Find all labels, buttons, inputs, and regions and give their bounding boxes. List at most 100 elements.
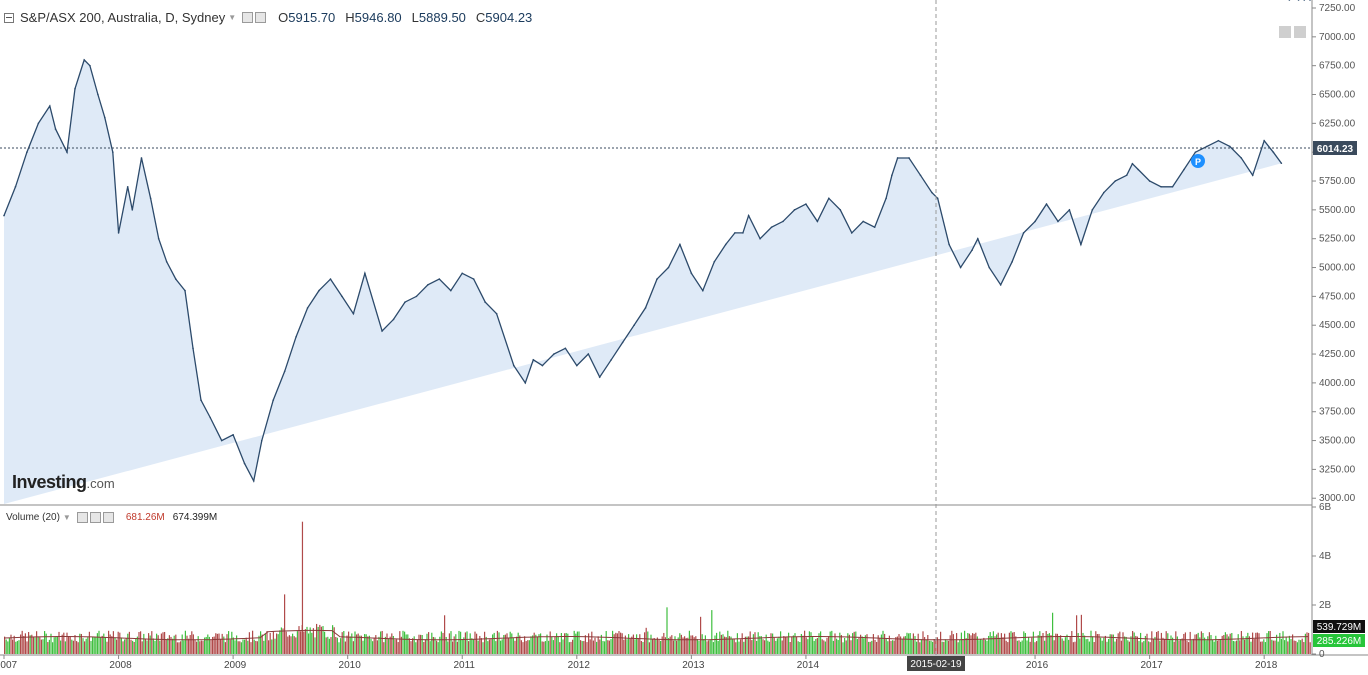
- volume-bar: [871, 640, 873, 654]
- volume-bar: [727, 630, 729, 654]
- volume-bar: [250, 642, 252, 654]
- volume-bar: [452, 641, 454, 654]
- volume-bar: [522, 642, 524, 654]
- volume-bar: [1058, 635, 1060, 654]
- volume-bar: [792, 635, 794, 654]
- volume-bar: [594, 637, 596, 654]
- volume-bar: [682, 637, 684, 654]
- time-tick-label: 2013: [682, 660, 705, 671]
- volume-bar: [695, 636, 697, 654]
- volume-title[interactable]: Volume (20): [6, 512, 60, 523]
- volume-bar: [1181, 638, 1183, 654]
- volume-bar: [1176, 636, 1178, 654]
- price-point: [209, 416, 212, 419]
- volume-bar: [988, 635, 990, 654]
- volume-bar: [375, 635, 377, 654]
- volume-bar: [1053, 640, 1055, 654]
- pane-move-up-icon[interactable]: [1279, 26, 1291, 38]
- volume-bar: [1306, 632, 1308, 654]
- chevron-down-icon[interactable]: ▼: [228, 13, 237, 22]
- eye-icon[interactable]: [76, 512, 88, 523]
- symbol-title[interactable]: S&P/ASX 200, Australia, D, Sydney: [20, 10, 226, 25]
- volume-bar: [256, 641, 258, 654]
- volume-bar: [436, 640, 438, 654]
- volume-bar: [850, 640, 852, 654]
- volume-bar: [511, 633, 513, 654]
- volume-bar: [892, 640, 894, 654]
- volume-bar: [64, 641, 66, 654]
- volume-bar: [68, 636, 70, 654]
- volume-bar: [367, 636, 369, 654]
- volume-bar: [832, 640, 834, 654]
- volume-bar: [565, 632, 567, 654]
- volume-bar: [66, 632, 68, 654]
- volume-bar: [960, 632, 962, 654]
- eye-icon[interactable]: [242, 12, 254, 23]
- volume-bar: [834, 633, 836, 654]
- volume-bar: [362, 640, 364, 654]
- volume-bar: [316, 623, 318, 654]
- volume-bar: [55, 637, 57, 654]
- volume-bar: [455, 634, 457, 654]
- settings-icon[interactable]: [89, 512, 101, 523]
- price-tick-label: 5250.00: [1319, 234, 1356, 245]
- volume-bar: [333, 627, 335, 654]
- settings-icon[interactable]: [255, 12, 267, 23]
- volume-bar: [77, 642, 79, 654]
- volume-bar: [663, 632, 665, 654]
- volume-bar: [1015, 636, 1017, 654]
- price-point: [1194, 151, 1197, 153]
- brand-suffix: .com: [86, 476, 115, 491]
- volume-bar: [285, 631, 287, 654]
- price-tick-label: 4250.00: [1319, 349, 1356, 360]
- close-icon[interactable]: [102, 512, 114, 523]
- volume-bar: [370, 638, 372, 654]
- volume-bar: [604, 641, 606, 654]
- volume-bar: [1220, 639, 1222, 654]
- pane-maximize-icon[interactable]: [1294, 26, 1306, 38]
- volume-bar: [778, 636, 780, 654]
- volume-bar: [544, 641, 546, 654]
- volume-bar: [624, 635, 626, 654]
- volume-bar: [588, 633, 590, 654]
- volume-bar: [602, 641, 604, 654]
- volume-bar: [701, 634, 703, 654]
- volume-bar: [1034, 642, 1036, 654]
- volume-bar: [388, 638, 390, 654]
- volume-bar: [1224, 632, 1226, 654]
- volume-bar: [856, 639, 858, 654]
- volume-bar: [224, 642, 226, 654]
- volume-bar: [581, 641, 583, 654]
- price-point: [1240, 157, 1243, 159]
- price-point: [1057, 220, 1059, 223]
- volume-bar: [1192, 638, 1194, 654]
- price-point: [260, 439, 263, 442]
- volume-bar: [877, 635, 879, 654]
- volume-bar: [1258, 633, 1260, 654]
- volume-bar: [810, 632, 812, 654]
- price-point: [667, 266, 670, 269]
- volume-bar: [981, 639, 983, 654]
- volume-bar: [951, 630, 953, 654]
- price-point: [971, 249, 973, 252]
- collapse-icon[interactable]: [4, 12, 14, 23]
- volume-bar: [906, 632, 908, 654]
- volume-bar: [1266, 633, 1268, 654]
- price-point: [89, 64, 91, 67]
- volume-bar: [184, 630, 186, 654]
- volume-bar: [95, 637, 97, 654]
- volume-bar: [876, 641, 878, 654]
- dividend-p-icon[interactable]: P: [1191, 154, 1205, 168]
- chevron-down-icon[interactable]: ▼: [62, 513, 71, 522]
- volume-bar: [410, 641, 412, 654]
- price-point: [427, 284, 429, 286]
- price-point: [734, 232, 736, 234]
- volume-bar: [685, 637, 687, 654]
- volume-bar: [872, 634, 874, 654]
- volume-bar: [1295, 640, 1297, 654]
- price-point: [598, 376, 601, 378]
- volume-bar: [1040, 635, 1042, 654]
- volume-bar: [1141, 642, 1143, 654]
- volume-bar: [1268, 631, 1270, 654]
